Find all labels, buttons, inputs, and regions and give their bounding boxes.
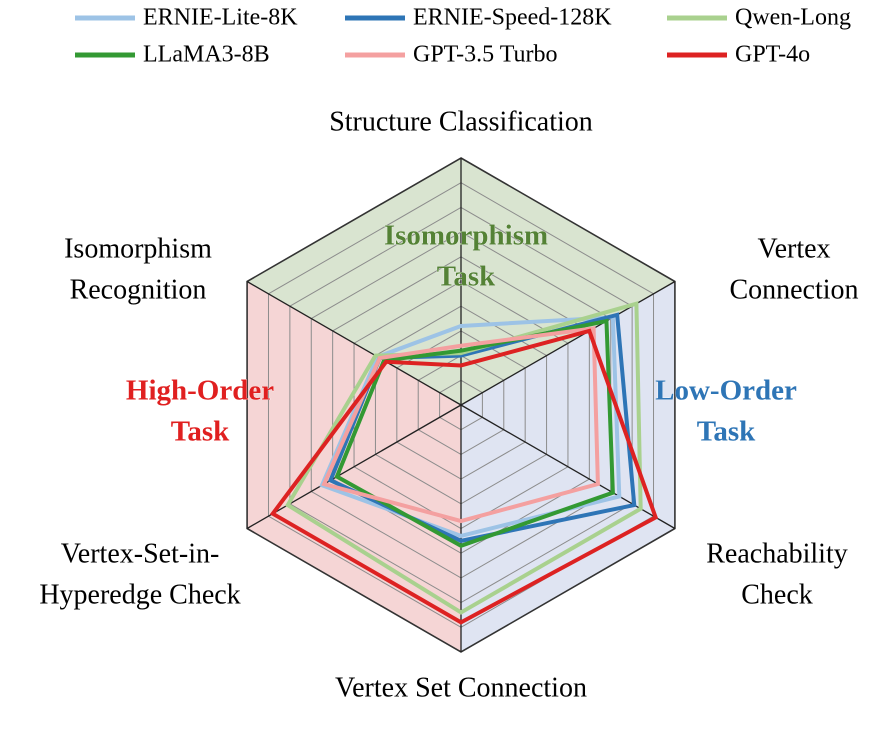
axis-label: Hyperedge Check (39, 579, 240, 610)
axis-label: Isomorphism (64, 233, 212, 264)
legend-label: GPT-4o (735, 42, 810, 68)
region-label: High-Order (126, 375, 274, 407)
axis-label: Structure Classification (329, 106, 593, 137)
series-line (285, 301, 643, 615)
axis-spoke (246, 280, 462, 406)
axis-label: Vertex Set Connection (335, 672, 587, 703)
region-label: Task (437, 261, 496, 293)
region-label: Task (171, 416, 230, 448)
legend-label: LLaMA3-8B (143, 42, 270, 68)
axis-label: Vertex (757, 233, 830, 264)
axis-label: Connection (729, 274, 858, 305)
axis-label: Reachability (706, 538, 848, 569)
series-line (269, 328, 659, 625)
series-line (334, 318, 615, 548)
axis-label: Check (741, 579, 813, 610)
legend-label: Qwen-Long (735, 5, 851, 31)
axis-label: Recognition (70, 274, 207, 305)
series-line (321, 326, 600, 524)
axis-spoke (246, 404, 462, 530)
axis-spoke (460, 280, 676, 406)
region-label: Low-Order (655, 375, 797, 407)
axis-label: Vertex-Set-in- (61, 538, 220, 569)
region-label: Task (697, 416, 756, 448)
legend-label: GPT-3.5 Turbo (413, 42, 558, 68)
legend-label: ERNIE-Lite-8K (143, 5, 298, 31)
legend-label: ERNIE-Speed-128K (413, 5, 612, 31)
region-label: Isomorphism (384, 220, 548, 252)
